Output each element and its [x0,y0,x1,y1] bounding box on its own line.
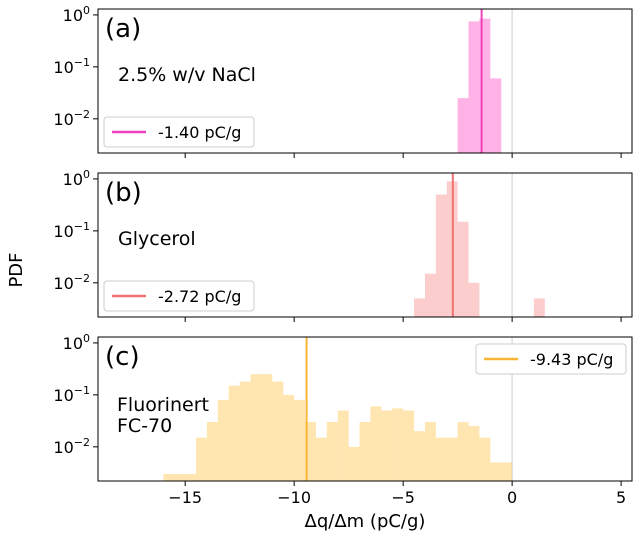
x-tick-label: −15 [168,488,202,507]
legend-label: -1.40 pC/g [158,123,241,142]
y-tick-label: 100 [63,168,90,189]
histogram-bar [435,194,447,317]
plot-area [457,9,513,153]
histogram-bar [479,437,491,481]
y-tick-label: 10−2 [53,108,90,129]
histogram-bar [272,381,284,481]
x-tick-label: −10 [277,488,311,507]
histogram-bar [163,474,197,481]
x-axis-label: Δq/Δm (pC/g) [305,511,426,532]
y-tick-label: 10−1 [53,384,90,405]
legend-box [103,280,255,312]
x-tick-label: 5 [616,488,626,507]
histogram-bar [468,426,480,481]
histogram-bar [206,422,218,481]
histogram-bar [381,410,393,481]
histogram-bar [239,381,251,481]
y-tick-label: 10−2 [53,436,90,457]
histogram-bar [283,394,295,481]
y-axis-label: PDF [6,252,27,287]
panel-label: (a) [105,14,141,44]
histogram-bar [457,98,469,153]
legend: -9.43 pC/g [475,343,627,375]
histogram-bar [250,374,273,481]
y-tick-label: 100 [63,4,90,25]
sample-label: Glycerol [118,228,196,250]
plot-area [163,337,513,481]
histogram-bar [294,399,306,481]
histogram-bar [196,437,207,481]
plot-frame [97,172,633,318]
plot-frame [97,336,633,482]
histogram-bar [468,282,480,317]
legend: -2.72 pC/g [103,280,255,312]
histogram-bar [228,385,240,481]
plot-area [414,173,545,317]
histogram-bar [414,298,425,317]
histogram-bar [305,422,316,481]
sample-label: FC-70 [117,415,172,437]
histogram-bar [457,221,469,317]
histogram-bar [533,298,545,317]
histogram-bar [414,431,425,481]
y-tick-label: 10−1 [53,220,90,241]
histogram-bar [359,422,371,481]
histogram-bar [457,422,469,481]
x-tick-label: 0 [507,488,517,507]
y-tick-label: 10−1 [53,56,90,77]
panel-label: (c) [105,342,140,372]
sample-label: 2.5% w/v NaCl [118,64,256,86]
histogram-bar [337,410,349,481]
y-tick-label: 10−2 [53,272,90,293]
histogram-bar [490,462,513,481]
histogram-bar [424,422,436,481]
legend-label: -9.43 pC/g [530,350,613,369]
histogram-bar [468,21,480,153]
histogram-bar [370,406,382,481]
plot-frame [97,8,633,154]
x-tick-label: −5 [391,488,415,507]
histogram-bar [435,437,447,481]
legend-label: -2.72 pC/g [158,287,241,306]
y-tick-label: 100 [63,332,90,353]
panel-1: 100 10−1 10−2 (a) 2.5% w/v NaCl -1.40 pC/g [53,4,633,158]
histogram-bar [326,422,338,481]
legend-box [103,116,255,148]
sample-label: Fluorinert [117,394,209,416]
panel-label: (b) [105,178,142,208]
histogram-bar [403,410,415,481]
histogram-bar [348,446,360,481]
legend-box [475,343,627,375]
legend: -1.40 pC/g [103,116,255,148]
panel-2: 100 10−1 10−2 (b) Glycerol -2.72 pC/g [53,168,633,322]
histogram-bar [392,408,404,481]
histogram-bar [217,399,229,481]
histogram-bar [424,273,436,317]
histogram-bar [446,437,458,481]
histogram-bar [315,437,327,481]
histogram-bar [479,18,491,153]
histogram-bar [490,78,502,153]
